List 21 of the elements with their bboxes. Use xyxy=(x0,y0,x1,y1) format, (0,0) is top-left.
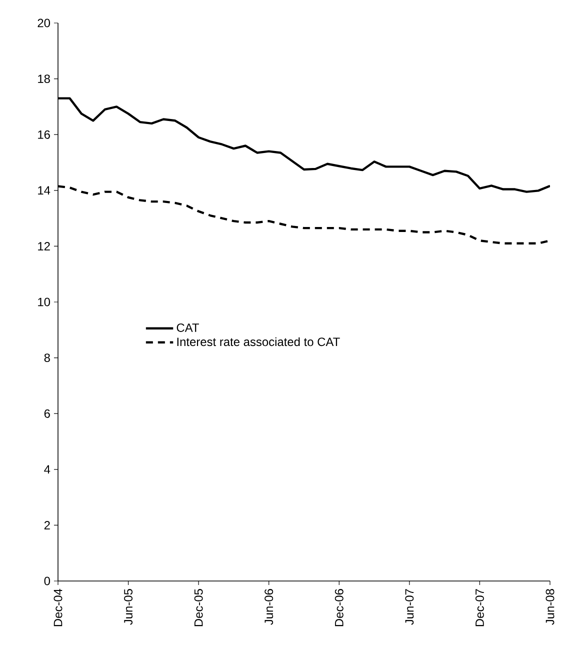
y-tick-label: 6 xyxy=(44,409,50,418)
legend-label: CAT xyxy=(176,323,199,332)
y-tick-label: 16 xyxy=(38,130,50,139)
y-tick-label: 2 xyxy=(44,521,50,530)
y-tick-label: 0 xyxy=(44,576,50,586)
y-tick-label: 20 xyxy=(38,18,50,28)
x-tick-label: Jun-08 xyxy=(546,589,554,625)
x-tick-label: Dec-04 xyxy=(54,588,62,626)
x-tick-label: Dec-06 xyxy=(334,589,344,626)
x-tick-label: Jun-05 xyxy=(124,589,133,625)
x-tick-label: Dec-05 xyxy=(194,589,203,626)
y-tick-label: 12 xyxy=(38,242,50,250)
y-tick-label: 4 xyxy=(44,465,50,474)
y-tick-label: 14 xyxy=(38,186,50,195)
x-tick-label: Jun-07 xyxy=(405,589,414,625)
y-tick-label: 18 xyxy=(38,74,50,84)
legend-label: Interest rate associated to CAT xyxy=(177,337,340,346)
y-tick-label: 10 xyxy=(38,298,50,306)
x-tick-label: Jun-06 xyxy=(264,589,274,625)
x-tick-label: Dec-07 xyxy=(475,589,484,626)
y-tick-label: 8 xyxy=(44,354,50,362)
